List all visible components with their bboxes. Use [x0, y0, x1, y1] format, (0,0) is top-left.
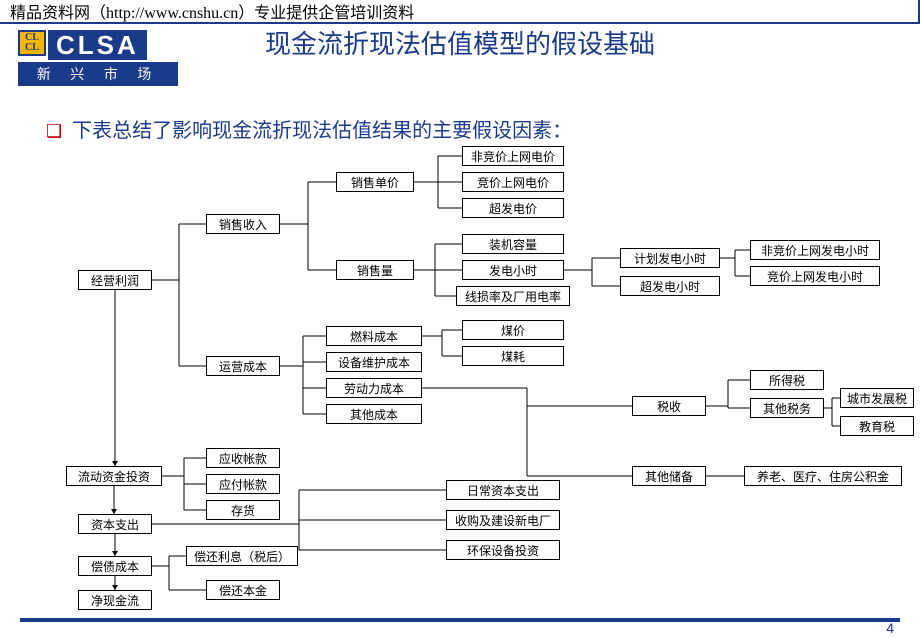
node-reserve: 其他储备 — [632, 466, 706, 486]
node-ncf: 净现金流 — [78, 590, 152, 610]
node-inv: 存货 — [206, 500, 280, 520]
node-maint: 设备维护成本 — [326, 352, 422, 372]
node-coal_c: 煤耗 — [462, 346, 564, 366]
page-number: 4 — [886, 620, 894, 636]
node-price: 销售单价 — [336, 172, 414, 192]
node-volume: 销售量 — [336, 260, 414, 280]
node-inc_tax: 所得税 — [750, 370, 824, 390]
node-other_tax: 其他税务 — [750, 398, 824, 418]
node-env: 环保设备投资 — [446, 540, 560, 560]
node-nb_hours: 非竞价上网发电小时 — [750, 240, 880, 260]
node-over_price: 超发电价 — [462, 198, 564, 218]
node-op_profit: 经营利润 — [78, 270, 152, 290]
node-pension: 养老、医疗、住房公积金 — [744, 466, 902, 486]
node-labor: 劳动力成本 — [326, 378, 422, 398]
node-nb_price: 非竞价上网电价 — [462, 146, 564, 166]
node-principal: 偿还本金 — [206, 580, 280, 600]
node-routine: 日常资本支出 — [446, 480, 560, 500]
node-new_plant: 收购及建设新电厂 — [446, 510, 560, 530]
node-fuel: 燃料成本 — [326, 326, 422, 346]
node-city_tax: 城市发展税 — [840, 388, 914, 408]
node-capex: 资本支出 — [78, 514, 152, 534]
node-other_c: 其他成本 — [326, 404, 422, 424]
footer-rule — [20, 618, 900, 622]
node-int_at: 偿还利息（税后） — [186, 546, 298, 566]
node-ar: 应收帐款 — [206, 448, 280, 468]
node-op_cost: 运营成本 — [206, 356, 280, 376]
node-wc_invest: 流动资金投资 — [66, 466, 162, 486]
node-coal_p: 煤价 — [462, 320, 564, 340]
node-tax: 税收 — [632, 396, 706, 416]
node-plan_h: 计划发电小时 — [620, 248, 720, 268]
node-debt_cost: 偿债成本 — [78, 556, 152, 576]
node-over_h: 超发电小时 — [620, 276, 720, 296]
node-sales_rev: 销售收入 — [206, 214, 280, 234]
node-edu_tax: 教育税 — [840, 416, 914, 436]
node-b_price: 竞价上网电价 — [462, 172, 564, 192]
node-capacity: 装机容量 — [462, 234, 564, 254]
node-loss: 线损率及厂用电率 — [456, 286, 570, 306]
node-ap: 应付帐款 — [206, 474, 280, 494]
node-gen_hours: 发电小时 — [462, 260, 564, 280]
node-b_hours: 竞价上网发电小时 — [750, 266, 880, 286]
